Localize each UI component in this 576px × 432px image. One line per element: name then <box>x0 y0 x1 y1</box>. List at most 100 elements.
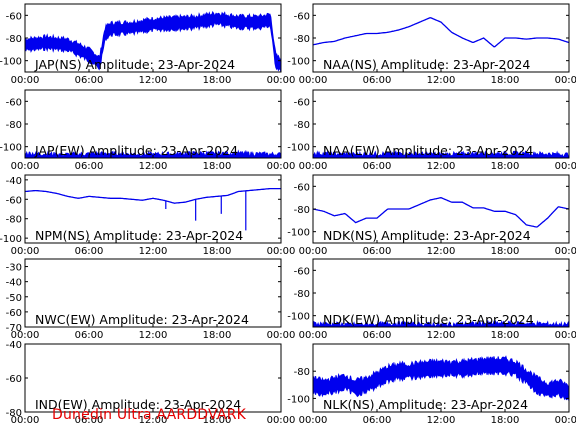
plot-area <box>25 187 281 231</box>
chart-title: NPM(NS) Amplitude: 23-Apr-2024 <box>35 228 243 243</box>
chart-panel: -100 -80 00:00 06:00 12:00 18:00 00:00 NLK(NS) … <box>287 343 576 426</box>
y-tick-label: -80 <box>294 205 310 216</box>
x-tick-label: 18:00 <box>491 415 520 426</box>
y-tick-label: -100 <box>287 394 310 405</box>
x-tick-label: 06:00 <box>75 415 104 426</box>
x-tick-label: 00:00 <box>11 330 40 341</box>
x-tick-label: 00:00 <box>555 415 576 426</box>
x-tick-label: 06:00 <box>75 161 104 172</box>
y-tick-label: -100 <box>0 234 22 245</box>
chart-panel: -100 -80 -60 00:00 06:00 12:00 18:00 00:00 NAA(E… <box>287 89 576 172</box>
chart-title: NAA(EW) Amplitude: 23-Apr-2024 <box>323 143 533 158</box>
y-tick-label: -30 <box>6 263 22 274</box>
y-tick-label: -80 <box>6 215 22 226</box>
x-tick-label: 18:00 <box>491 246 520 257</box>
x-tick-label: 00:00 <box>555 246 576 257</box>
chart-panel: -100 -80 -60 00:00 06:00 12:00 18:00 00:00 JAP(N… <box>0 3 296 86</box>
chart-panel: -100 -80 -60 00:00 06:00 12:00 18:00 00:00 NDK(E… <box>287 258 576 341</box>
y-tick-label: -40 <box>6 278 22 289</box>
x-tick-label: 06:00 <box>363 330 392 341</box>
series-line <box>313 197 569 228</box>
chart-title: JAP(EW) Amplitude: 23-Apr-2024 <box>34 143 238 158</box>
x-tick-label: 06:00 <box>363 161 392 172</box>
x-tick-label: 00:00 <box>555 161 576 172</box>
x-tick-label: 00:00 <box>299 330 328 341</box>
x-tick-label: 00:00 <box>11 246 40 257</box>
series-line <box>313 17 569 48</box>
x-tick-label: 00:00 <box>11 75 40 86</box>
x-tick-label: 18:00 <box>491 330 520 341</box>
y-tick-label: -60 <box>294 266 310 277</box>
x-tick-label: 00:00 <box>299 246 328 257</box>
x-tick-label: 06:00 <box>363 75 392 86</box>
y-tick-label: -70 <box>6 323 22 334</box>
chart-title: NLK(NS) Amplitude: 23-Apr-2024 <box>323 397 528 412</box>
y-tick-label: -100 <box>0 143 22 154</box>
x-tick-label: 00:00 <box>267 161 296 172</box>
chart-title: IND(EW) Amplitude: 23-Apr-2024 <box>35 397 241 412</box>
x-tick-label: 18:00 <box>203 330 232 341</box>
series-band <box>313 355 569 402</box>
x-tick-label: 00:00 <box>555 330 576 341</box>
y-tick-label: -80 <box>294 34 310 45</box>
y-tick-label: -60 <box>294 11 310 22</box>
x-tick-label: 12:00 <box>427 330 456 341</box>
x-tick-label: 12:00 <box>427 246 456 257</box>
x-tick-label: 00:00 <box>299 75 328 86</box>
plot-area <box>313 197 569 228</box>
chart-panel: -100 -80 -60 00:00 06:00 12:00 18:00 00:00 NDK(N… <box>287 174 576 257</box>
x-tick-label: 06:00 <box>363 415 392 426</box>
x-tick-label: 00:00 <box>299 161 328 172</box>
x-tick-label: 06:00 <box>75 246 104 257</box>
x-tick-label: 06:00 <box>75 75 104 86</box>
x-tick-label: 18:00 <box>491 161 520 172</box>
series-line <box>25 187 281 204</box>
x-tick-label: 12:00 <box>139 330 168 341</box>
y-tick-label: -80 <box>294 367 310 378</box>
y-tick-label: -100 <box>287 228 310 239</box>
chart-panel: -70 -60 -50 -40 -30 00:00 06:00 12:00 18:00 00:00… <box>6 258 296 341</box>
x-tick-label: 00:00 <box>11 415 40 426</box>
y-tick-label: -60 <box>6 11 22 22</box>
x-tick-label: 06:00 <box>363 246 392 257</box>
chart-title: NDK(EW) Amplitude: 23-Apr-2024 <box>323 312 534 327</box>
chart-panel: -100 -80 -60 00:00 06:00 12:00 18:00 00:00 JAP(E… <box>0 89 296 172</box>
chart-panel: -100 -80 -60 -40 00:00 06:00 12:00 18:00 00:00 NP… <box>0 174 296 257</box>
x-tick-label: 06:00 <box>75 330 104 341</box>
y-tick-label: -60 <box>6 97 22 108</box>
y-tick-label: -60 <box>6 374 22 385</box>
plot-area <box>313 355 569 402</box>
y-tick-label: -100 <box>287 312 310 323</box>
y-tick-label: -40 <box>6 340 22 351</box>
chart-title: NAA(NS) Amplitude: 23-Apr-2024 <box>323 57 530 72</box>
x-tick-label: 00:00 <box>267 330 296 341</box>
x-tick-label: 18:00 <box>491 75 520 86</box>
x-tick-label: 12:00 <box>139 75 168 86</box>
chart-title: JAP(NS) Amplitude: 23-Apr-2024 <box>34 57 235 72</box>
plot-area <box>25 10 281 72</box>
x-tick-label: 12:00 <box>427 75 456 86</box>
x-tick-label: 12:00 <box>139 415 168 426</box>
y-tick-label: -40 <box>6 176 22 187</box>
x-tick-label: 18:00 <box>203 415 232 426</box>
y-tick-label: -80 <box>6 34 22 45</box>
y-tick-label: -100 <box>0 57 22 68</box>
y-tick-label: -80 <box>294 120 310 131</box>
y-tick-label: -80 <box>294 289 310 300</box>
x-tick-label: 00:00 <box>267 75 296 86</box>
footer-label: Dunedin Ultra AARDDVARK <box>52 407 247 423</box>
chart-panel: -100 -80 -60 00:00 06:00 12:00 18:00 00:00 NAA(N… <box>287 3 576 86</box>
x-tick-label: 00:00 <box>267 415 296 426</box>
y-tick-label: -60 <box>6 195 22 206</box>
y-tick-label: -50 <box>6 293 22 304</box>
chart-panel: -80 -60 -40 00:00 06:00 12:00 18:00 00:00 IND(EW… <box>6 340 296 426</box>
x-tick-label: 00:00 <box>555 75 576 86</box>
y-tick-label: -100 <box>287 143 310 154</box>
x-tick-label: 12:00 <box>139 246 168 257</box>
x-tick-label: 00:00 <box>299 415 328 426</box>
x-tick-label: 12:00 <box>139 161 168 172</box>
x-tick-label: 00:00 <box>267 246 296 257</box>
plot-area <box>313 17 569 48</box>
y-tick-label: -60 <box>6 308 22 319</box>
